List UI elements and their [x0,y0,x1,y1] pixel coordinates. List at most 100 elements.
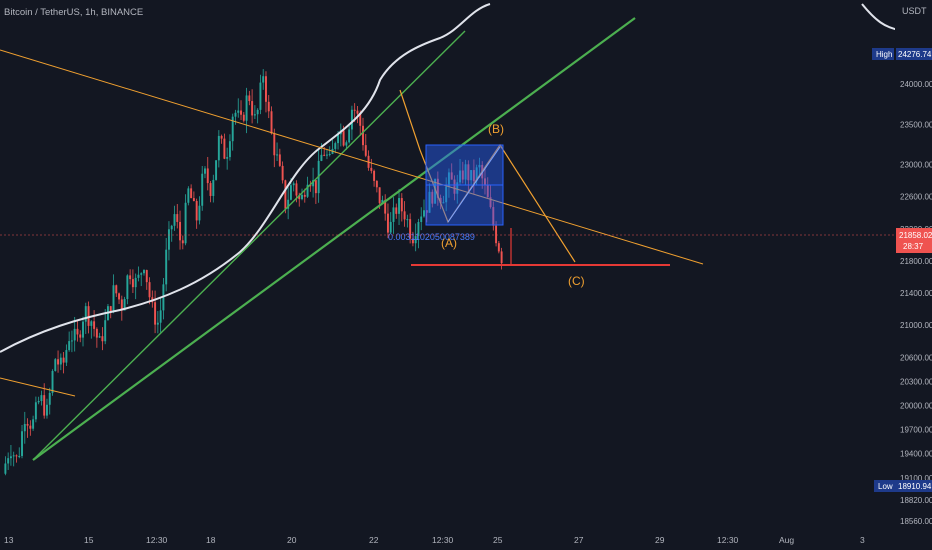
candle-body [270,111,273,134]
candle-body [373,170,376,181]
candle-body [497,243,500,252]
price-tick-label: 23500.00 [900,120,932,129]
candle-body [217,135,220,161]
trend-line-green-steep [32,30,466,461]
candle-body [459,170,462,183]
candle-body [181,240,184,244]
candle-body [475,167,478,182]
candle-body [68,341,71,351]
price-tick-label: 20300.00 [900,377,932,386]
candle-body [54,359,57,371]
candle-body [223,138,226,159]
candle-body [259,82,262,110]
price-tick-label: 19700.00 [900,426,932,435]
candle-body [389,221,392,233]
candle-body [62,357,65,363]
trend-line-orange [0,49,704,265]
candle-body [398,198,401,214]
candle-body [21,431,23,456]
candle-body [34,402,37,420]
candle-body [414,236,417,244]
candle-body [131,279,134,288]
candle-body [18,455,21,457]
candle-body [228,141,231,158]
candle-body [425,210,428,213]
time-tick-label: 29 [655,535,665,545]
candle-body [173,214,176,226]
time-tick-label: 27 [574,535,584,545]
candle-body [32,419,35,429]
candle-body [245,95,248,121]
candle-body [57,359,60,365]
candle-body [420,216,423,223]
time-tick-label: 25 [493,535,503,545]
time-tick-label: Aug [779,535,794,545]
candle-body [345,142,348,146]
candle-body [134,277,137,288]
candle-body [26,423,29,426]
time-tick-label: 20 [287,535,297,545]
candle-body [104,320,107,342]
candle-body [95,328,98,338]
time-tick-label: 13 [4,535,14,545]
candle-body [381,199,384,204]
candle-body [90,321,93,326]
candle-body [495,225,498,244]
candle-body [209,183,212,196]
price-tick-label: 18820.00 [900,496,932,505]
candle-body [251,101,254,116]
candle-body [220,135,223,139]
candle-body [98,336,101,338]
candle-body [423,210,425,217]
candle-body [484,178,486,185]
candle-body [342,130,345,146]
price-axis-panel[interactable] [895,0,932,530]
range-box-diagonal [447,146,501,223]
candle-body [364,145,367,156]
candle-body [184,202,187,244]
candle-body [65,350,68,363]
candle-body [109,306,112,312]
last-price-badge: 21858.02 28:37 [896,228,932,253]
candle-body [306,184,309,197]
candle-body [87,306,90,326]
svg-text:Low: Low [878,482,893,491]
box-ratio-text: 0.0031102050087389 [388,232,475,242]
candle-body [59,357,62,365]
candle-body [348,129,351,143]
candle-body [140,273,143,275]
time-tick-label: 18 [206,535,216,545]
candle-body [450,172,453,180]
candle-body [392,207,395,222]
candle-body [434,178,437,204]
candle-body [403,211,406,220]
candle-body [79,334,82,338]
candle-body [143,270,145,274]
candle-body [51,370,54,393]
candle-body [312,180,315,187]
candle-body [240,110,242,115]
time-tick-label: 3 [860,535,865,545]
candle-body [303,194,306,197]
trend-line-green-main [32,17,636,461]
time-tick-label: 12:30 [717,535,739,545]
candle-body [267,101,270,112]
candle-body [456,182,459,194]
candle-body [289,185,292,200]
price-tick-label: 20600.00 [900,353,932,362]
trend-line-orange-low [0,377,76,397]
candle-body [118,293,121,300]
time-tick-label: 15 [84,535,94,545]
candle-body [231,116,234,142]
candle-body [165,249,168,285]
candle-body [23,423,26,432]
svg-text:21858.02: 21858.02 [899,231,932,240]
upper-band-line [0,3,491,353]
candle-body [73,328,76,341]
candle-body [48,392,51,405]
candle-body [356,110,359,114]
candle-body [201,173,204,206]
price-tick-label: 19400.00 [900,450,932,459]
